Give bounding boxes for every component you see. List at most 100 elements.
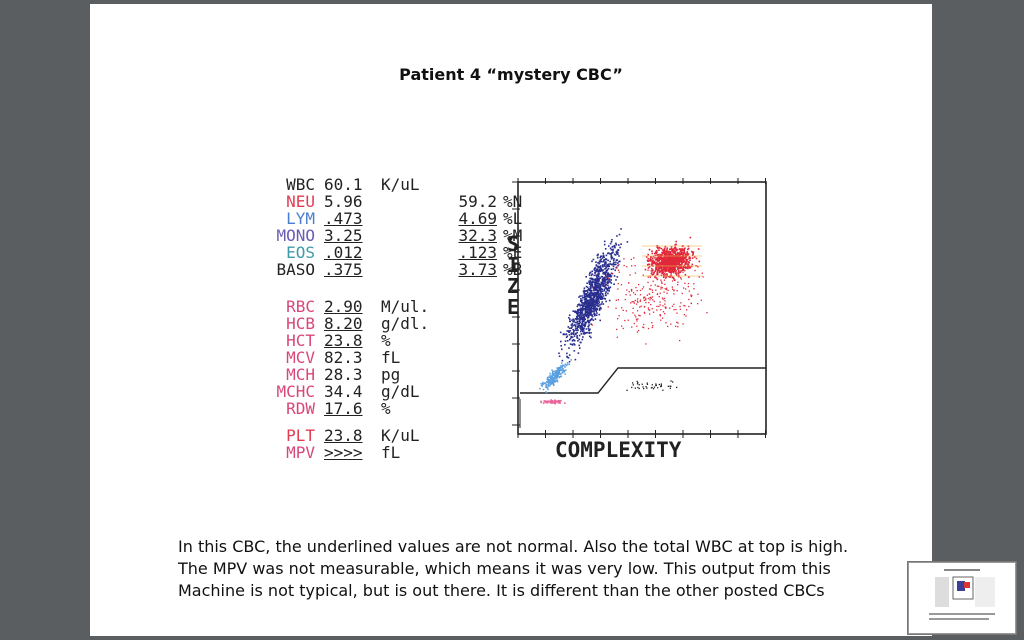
plot-point-blue — [595, 297, 598, 300]
plot-point-red-scatter — [666, 292, 668, 294]
plot-point-blue — [588, 303, 590, 306]
plot-point-red — [685, 260, 688, 262]
plot-point-red — [683, 264, 686, 267]
plot-point-red-scatter — [686, 309, 688, 311]
plot-point-dark — [658, 383, 660, 386]
plot-point-blue — [615, 251, 618, 253]
plot-point-red-scatter — [685, 315, 687, 317]
plot-point-red-scatter — [639, 294, 642, 296]
cbc-unit: % — [381, 399, 391, 418]
plot-point-lightblue — [547, 376, 549, 378]
plot-point-blue — [584, 318, 586, 320]
plot-point-red — [650, 270, 653, 272]
plot-point-lightblue — [557, 367, 560, 370]
plot-point-blue — [601, 257, 604, 259]
plot-point-blue — [609, 263, 612, 265]
plot-point-lightblue — [561, 371, 563, 374]
plot-point-red — [669, 256, 671, 258]
plot-point-blue — [585, 314, 587, 316]
plot-point-blue — [582, 297, 584, 299]
plot-point-blue — [584, 293, 587, 295]
plot-point-red-scatter — [643, 299, 645, 301]
plot-point-blue — [603, 278, 605, 280]
plot-point-blue — [598, 283, 600, 285]
plot-point-blue — [587, 291, 589, 294]
plot-point-red — [660, 270, 662, 272]
plot-point-red — [657, 247, 659, 250]
plot-point-blue — [589, 280, 592, 282]
plot-point-red-scatter — [677, 281, 679, 283]
plot-point-red-scatter — [622, 309, 624, 311]
plot-point-lightblue — [550, 383, 553, 385]
plot-point-lightblue — [566, 362, 569, 364]
plot-point-blue — [573, 320, 575, 323]
plot-point-blue — [578, 309, 581, 311]
cbc-value: 17.6 — [324, 399, 363, 418]
plot-point-lightblue — [557, 371, 559, 373]
plot-point-red-scatter — [645, 298, 647, 300]
plot-point-red — [668, 253, 670, 255]
plot-point-red — [684, 265, 687, 268]
plot-point-red-scatter — [658, 285, 660, 287]
plot-point-lightblue — [549, 382, 552, 384]
plot-point-red — [650, 260, 653, 262]
plot-point-red — [655, 264, 658, 266]
cbc-unit: pg — [381, 365, 401, 384]
plot-point-blue — [588, 300, 591, 302]
plot-point-blue — [597, 305, 600, 308]
plot-point-blue — [596, 268, 599, 270]
slide-thumbnail[interactable] — [908, 562, 1016, 634]
plot-point-red — [675, 272, 677, 274]
plot-point-red-scatter — [663, 291, 665, 293]
plot-point-blue — [573, 339, 576, 342]
cbc-unit: g/dl. — [381, 314, 430, 333]
plot-point-blue — [594, 289, 596, 291]
plot-point-red-scatter — [684, 305, 686, 307]
plot-point-blue — [564, 340, 567, 342]
plot-point-blue — [582, 320, 585, 323]
plot-point-blue — [604, 284, 607, 286]
plot-point-red — [681, 257, 683, 259]
plot-point-red — [655, 258, 657, 261]
plot-point-blue — [573, 335, 576, 337]
plot-point-red — [666, 260, 669, 263]
plot-point-red-scatter — [664, 283, 666, 285]
plot-point-blue — [604, 280, 606, 282]
plot-point-red — [679, 260, 681, 263]
plot-point-blue — [600, 275, 603, 278]
plot-point-blue — [610, 272, 613, 275]
plot-point-pink — [551, 400, 554, 402]
plot-point-dark — [660, 383, 662, 385]
plot-point-blue — [599, 298, 602, 300]
plot-point-red — [666, 273, 668, 275]
plot-point-red-scatter — [651, 308, 653, 310]
plot-point-red-scatter — [683, 304, 685, 307]
plot-point-lightblue — [562, 370, 565, 373]
plot-point-red — [675, 243, 677, 246]
plot-point-blue — [601, 281, 604, 283]
plot-point-red-scatter — [633, 257, 635, 259]
plot-point-red — [646, 263, 649, 266]
plot-point-blue — [591, 270, 594, 273]
plot-point-blue — [566, 335, 569, 337]
plot-point-red-scatter — [627, 319, 629, 321]
plot-point-red-scatter — [630, 258, 632, 261]
plot-point-red-scatter — [682, 271, 684, 273]
plot-point-blue — [600, 255, 602, 258]
plot-point-blue — [586, 310, 589, 312]
plot-point-red-scatter — [616, 336, 618, 338]
plot-point-lightblue — [551, 375, 553, 377]
plot-point-blue — [597, 266, 599, 269]
plot-point-blue — [587, 299, 589, 302]
plot-point-blue — [610, 263, 613, 266]
plot-point-blue — [609, 247, 612, 250]
plot-point-red — [657, 257, 660, 260]
plot-point-red — [654, 262, 656, 265]
plot-point-blue — [589, 309, 591, 312]
plot-point-red — [667, 266, 669, 269]
plot-point-blue — [581, 325, 583, 327]
plot-point-blue — [572, 333, 575, 336]
plot-point-red — [664, 270, 666, 273]
plot-point-blue — [604, 298, 607, 300]
plot-point-pink — [544, 401, 547, 404]
